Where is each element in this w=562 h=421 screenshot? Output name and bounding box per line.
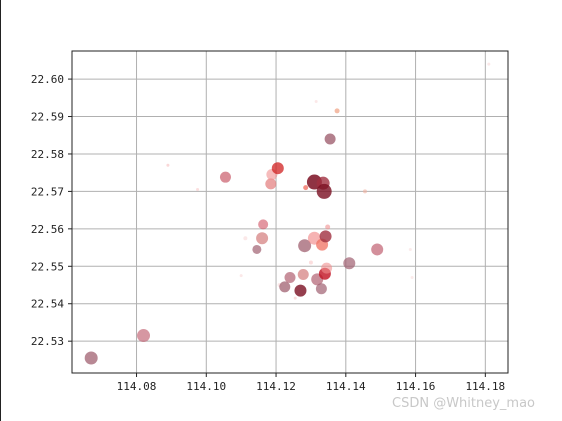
scatter-point [256, 232, 269, 245]
scatter-point [325, 224, 331, 230]
scatter-point [334, 108, 340, 114]
scatter-point [265, 178, 277, 190]
scatter-point [219, 171, 231, 183]
scatter-point [293, 296, 297, 300]
window-left-border [0, 0, 1, 421]
scatter-point [294, 284, 307, 297]
scatter-point [314, 100, 318, 104]
scatter-point [371, 243, 384, 256]
scatter-points [84, 62, 491, 365]
scatter-point [284, 272, 296, 284]
y-tick-label: 22.53 [31, 335, 64, 348]
watermark-text: CSDN @Whitney_mao [392, 396, 536, 411]
x-tick-label: 114.12 [256, 380, 296, 393]
scatter-point [319, 230, 332, 243]
scatter-point [239, 274, 243, 278]
scatter-point [196, 188, 200, 192]
scatter-point [324, 133, 336, 145]
plot-frame [71, 50, 509, 374]
scatter-point [303, 185, 309, 191]
scatter-point [252, 244, 262, 254]
y-tick-label: 22.59 [31, 111, 64, 124]
scatter-point [308, 260, 313, 265]
scatter-point [166, 163, 170, 167]
scatter-point [279, 281, 291, 293]
y-tick-label: 22.58 [31, 148, 64, 161]
y-tick-label: 22.54 [31, 298, 64, 311]
scatter-point [137, 329, 151, 343]
scatter-point [408, 247, 412, 251]
y-tick-label: 22.56 [31, 223, 64, 236]
x-tick-label: 114.08 [117, 380, 157, 393]
scatter-point [297, 269, 309, 281]
scatter-point [343, 257, 356, 270]
grid-lines [72, 51, 508, 373]
scatter-point [487, 62, 491, 66]
x-tick-label: 114.10 [186, 380, 226, 393]
axis-ticks: 114.08 114.10 114.12 114.14 114.16 114.18 22.5… [31, 73, 505, 393]
scatter-point [321, 262, 333, 274]
scatter-point [362, 189, 367, 194]
scatter-point [271, 162, 284, 175]
x-tick-label: 114.16 [396, 380, 436, 393]
scatter-point [410, 276, 414, 280]
scatter-point [84, 351, 98, 365]
scatter-point [315, 283, 327, 295]
y-tick-label: 22.57 [31, 185, 64, 198]
scatter-point [298, 239, 312, 253]
x-tick-label: 114.18 [465, 380, 505, 393]
y-tick-label: 22.55 [31, 260, 64, 273]
scatter-point [258, 219, 269, 230]
y-tick-label: 22.60 [31, 73, 64, 86]
scatter-point [316, 183, 332, 199]
x-tick-label: 114.14 [326, 380, 366, 393]
scatter-point [243, 236, 248, 241]
